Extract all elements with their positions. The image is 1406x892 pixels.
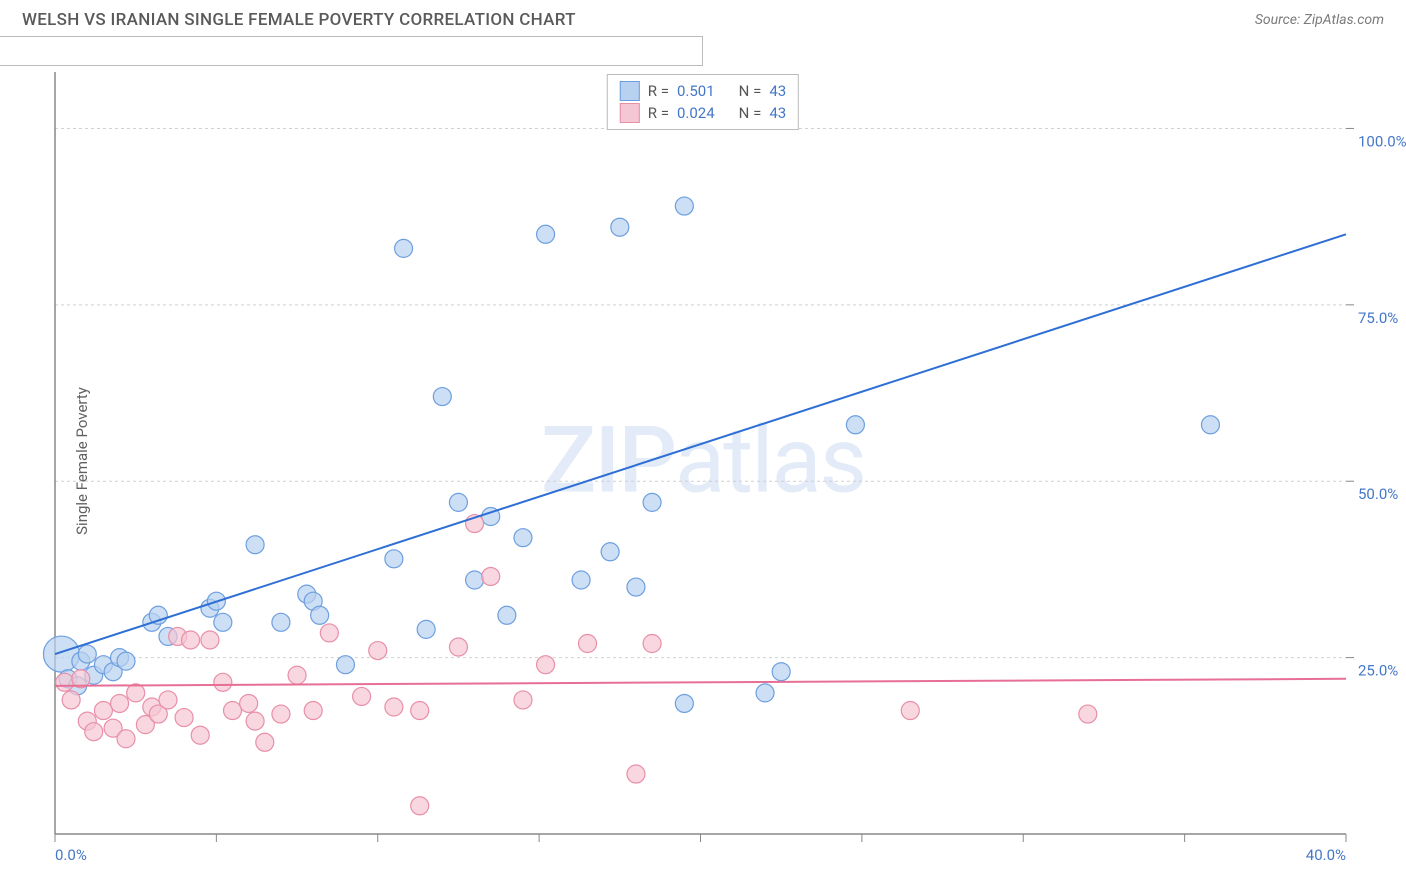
data-point — [482, 567, 500, 585]
data-point — [433, 388, 451, 406]
data-point — [498, 606, 516, 624]
data-point — [537, 656, 555, 674]
correlation-legend: R = 0.501 N = 43 R = 0.024 N = 43 — [607, 74, 799, 130]
data-point — [56, 673, 74, 691]
data-point — [246, 712, 264, 730]
scatter-chart: 0.0% 40.0% 25.0% 50.0% 75.0% 100.0% — [0, 36, 1406, 886]
data-point — [846, 416, 864, 434]
legend-swatch — [620, 103, 640, 123]
data-point — [572, 571, 590, 589]
data-point — [175, 709, 193, 727]
data-point — [627, 765, 645, 783]
data-point — [417, 620, 435, 638]
x-tick-label: 40.0% — [1306, 846, 1346, 864]
y-tick-label: 50.0% — [1358, 485, 1398, 503]
trend-line — [55, 679, 1346, 686]
data-point — [1201, 416, 1219, 434]
data-point — [62, 691, 80, 709]
y-tick-label: 100.0% — [1358, 132, 1406, 150]
legend-n-label: N = — [739, 82, 762, 100]
data-point — [336, 656, 354, 674]
y-tick-label: 75.0% — [1358, 309, 1398, 327]
data-point — [411, 702, 429, 720]
data-point — [246, 536, 264, 554]
data-point — [117, 730, 135, 748]
chart-header: WELSH VS IRANIAN SINGLE FEMALE POVERTY C… — [0, 0, 1406, 36]
data-point — [537, 225, 555, 243]
data-point — [214, 613, 232, 631]
data-point — [449, 493, 467, 511]
data-point — [256, 733, 274, 751]
data-point — [675, 197, 693, 215]
data-point — [611, 218, 629, 236]
data-point — [675, 694, 693, 712]
data-point — [901, 702, 919, 720]
data-point — [111, 694, 129, 712]
data-point — [182, 631, 200, 649]
data-point — [272, 613, 290, 631]
trend-line — [55, 234, 1346, 654]
data-point — [272, 705, 290, 723]
data-point — [85, 723, 103, 741]
legend-n-label: N = — [739, 104, 762, 122]
data-point — [240, 694, 258, 712]
chart-title: WELSH VS IRANIAN SINGLE FEMALE POVERTY C… — [22, 10, 576, 30]
data-point — [514, 691, 532, 709]
data-point — [643, 635, 661, 653]
data-point — [127, 684, 145, 702]
legend-r-value: 0.024 — [677, 104, 715, 122]
data-point — [449, 638, 467, 656]
x-tick-label: 0.0% — [55, 846, 87, 864]
data-point — [201, 631, 219, 649]
series-legend: WelshIranians — [0, 36, 703, 66]
data-point — [369, 642, 387, 660]
data-point — [385, 698, 403, 716]
data-point — [191, 726, 209, 744]
data-point — [514, 529, 532, 547]
data-point — [94, 702, 112, 720]
data-point — [411, 797, 429, 815]
data-point — [395, 239, 413, 257]
data-point — [117, 652, 135, 670]
legend-r-value: 0.501 — [677, 82, 715, 100]
data-point — [466, 571, 484, 589]
data-point — [1079, 705, 1097, 723]
data-point — [320, 624, 338, 642]
data-point — [288, 666, 306, 684]
legend-row: R = 0.024 N = 43 — [620, 102, 786, 124]
data-point — [224, 702, 242, 720]
legend-n-value: 43 — [769, 82, 786, 100]
legend-row: R = 0.501 N = 43 — [620, 80, 786, 102]
data-point — [353, 687, 371, 705]
legend-r-label: R = — [648, 104, 669, 122]
data-point — [311, 606, 329, 624]
data-point — [772, 663, 790, 681]
data-point — [159, 691, 177, 709]
y-tick-label: 25.0% — [1358, 662, 1398, 680]
legend-r-label: R = — [648, 82, 669, 100]
legend-swatch — [620, 81, 640, 101]
data-point — [78, 645, 96, 663]
data-point — [643, 493, 661, 511]
data-point — [579, 635, 597, 653]
chart-container: Single Female Poverty ZIPatlas 0.0%40.0%… — [0, 36, 1406, 886]
data-point — [601, 543, 619, 561]
data-point — [385, 550, 403, 568]
data-point — [214, 673, 232, 691]
data-point — [756, 684, 774, 702]
legend-n-value: 43 — [769, 104, 786, 122]
data-point — [627, 578, 645, 596]
data-point — [304, 702, 322, 720]
chart-source: Source: ZipAtlas.com — [1255, 12, 1384, 28]
